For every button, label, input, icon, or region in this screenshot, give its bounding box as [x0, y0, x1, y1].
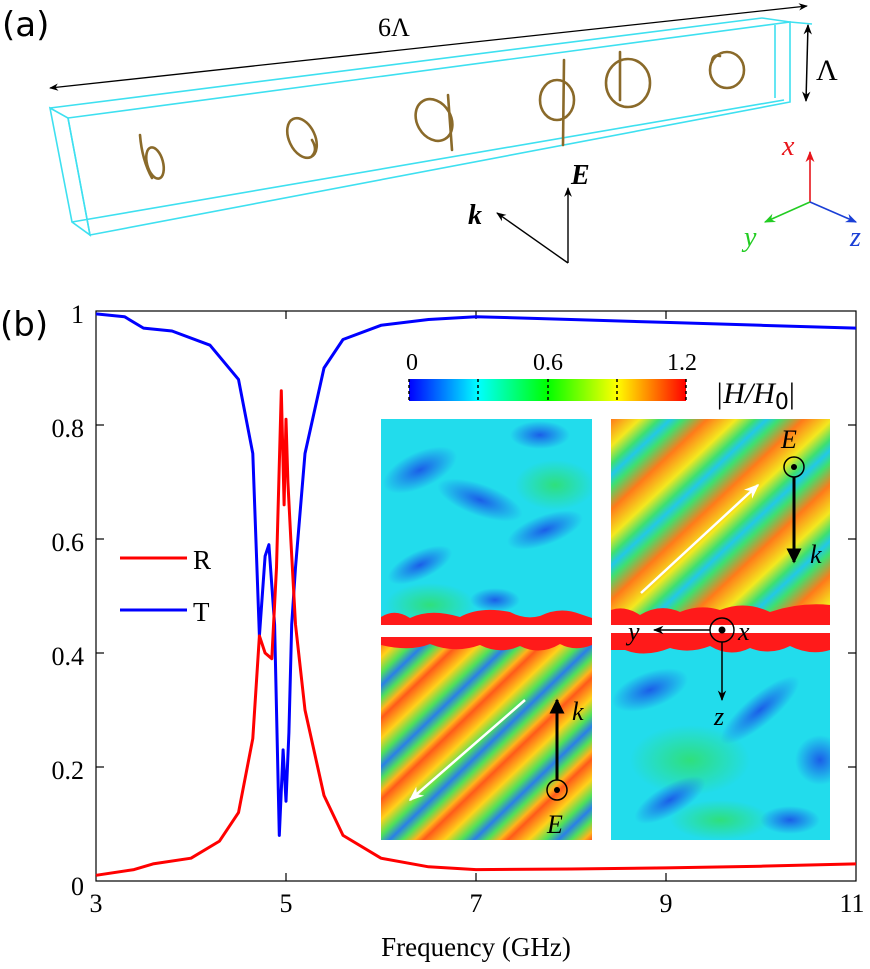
legend-label-R: R — [193, 545, 211, 575]
wire-elements — [138, 50, 746, 180]
period-label: Λ — [816, 54, 838, 87]
wire-element-2 — [285, 116, 319, 160]
length-label: 6Λ — [378, 13, 410, 42]
inset-E-label: E — [546, 810, 563, 839]
k-E-vectors: k E — [468, 160, 590, 264]
y-axis-arrow — [763, 201, 811, 223]
k-vector-arrow — [496, 212, 569, 264]
unit-cell-box — [48, 17, 813, 237]
inset-k-label: k — [572, 697, 584, 726]
colorbar-gradient — [409, 379, 686, 401]
y-axis-label: y — [741, 222, 757, 253]
colorbar-label: |H/H0| — [715, 377, 795, 415]
k-label: k — [468, 200, 482, 231]
x-tick-label: 3 — [90, 889, 103, 918]
y-tick-label: 0.8 — [52, 414, 85, 443]
legend-label-T: T — [193, 597, 210, 627]
y-tick-label: 1 — [71, 300, 84, 329]
x-tick-label: 11 — [839, 889, 864, 918]
legend: R T — [120, 545, 211, 627]
colorbar-tick: 0.6 — [533, 350, 563, 376]
z-axis-label: z — [849, 222, 861, 253]
wire-element-1 — [138, 133, 166, 180]
E-label: E — [570, 160, 590, 191]
length-arrow — [49, 3, 808, 91]
period-arrow — [802, 23, 812, 103]
wire-element-4 — [538, 58, 576, 147]
x-tick-label: 7 — [470, 889, 483, 918]
x-axis-label: x — [781, 131, 795, 162]
x-axis-title: Frequency (GHz) — [381, 932, 571, 962]
inset-E-label: E — [780, 425, 797, 454]
field-map-bottom-left: k E — [381, 637, 592, 840]
wire-element-3 — [414, 93, 454, 152]
y-tick-label: 0.6 — [52, 528, 85, 557]
colorbar-tick: 0 — [406, 350, 418, 376]
wire-element-5 — [604, 50, 652, 109]
x-tick-label: 9 — [660, 889, 673, 918]
poynting-arrow — [408, 699, 526, 801]
field-map-top-left — [381, 419, 592, 625]
field-map-top-right: E k — [611, 419, 830, 625]
y-tick-label: 0.4 — [52, 642, 85, 671]
plot-curves — [95, 312, 857, 877]
colorbar-tick: 1.2 — [667, 350, 697, 376]
y-axis: 0 0.2 0.4 0.6 0.8 1 — [52, 300, 856, 901]
curve-R — [95, 389, 857, 877]
y-tick-label: 0.2 — [52, 756, 85, 785]
y-tick-label: 0 — [71, 872, 84, 901]
inset-z-label: z — [713, 702, 724, 731]
wire-element-6 — [708, 50, 746, 90]
panel-a: (a) 6Λ — [2, 3, 861, 264]
field-map-bottom-right: y x z — [611, 617, 830, 840]
x-axis: 3 5 7 9 11 Frequency (GHz) — [90, 311, 865, 962]
inset-y-label: y — [625, 617, 640, 646]
z-axis-arrow — [809, 201, 858, 223]
colorbar: 0 0.6 1.2 |H/H0| — [406, 350, 795, 415]
x-tick-label: 5 — [280, 889, 293, 918]
coordinate-axes: x y z — [741, 131, 861, 253]
poynting-arrow — [640, 483, 760, 594]
inset-x-label: x — [737, 617, 750, 646]
panel-b: (b) 0 0.2 0.4 0.6 0.8 1 3 — [0, 300, 865, 962]
panel-a-label: (a) — [2, 5, 49, 45]
inset-k-label: k — [810, 540, 822, 569]
panel-b-label: (b) — [0, 305, 48, 345]
inset-coordinate-axes: y x z — [625, 617, 750, 731]
curve-T — [95, 312, 857, 837]
